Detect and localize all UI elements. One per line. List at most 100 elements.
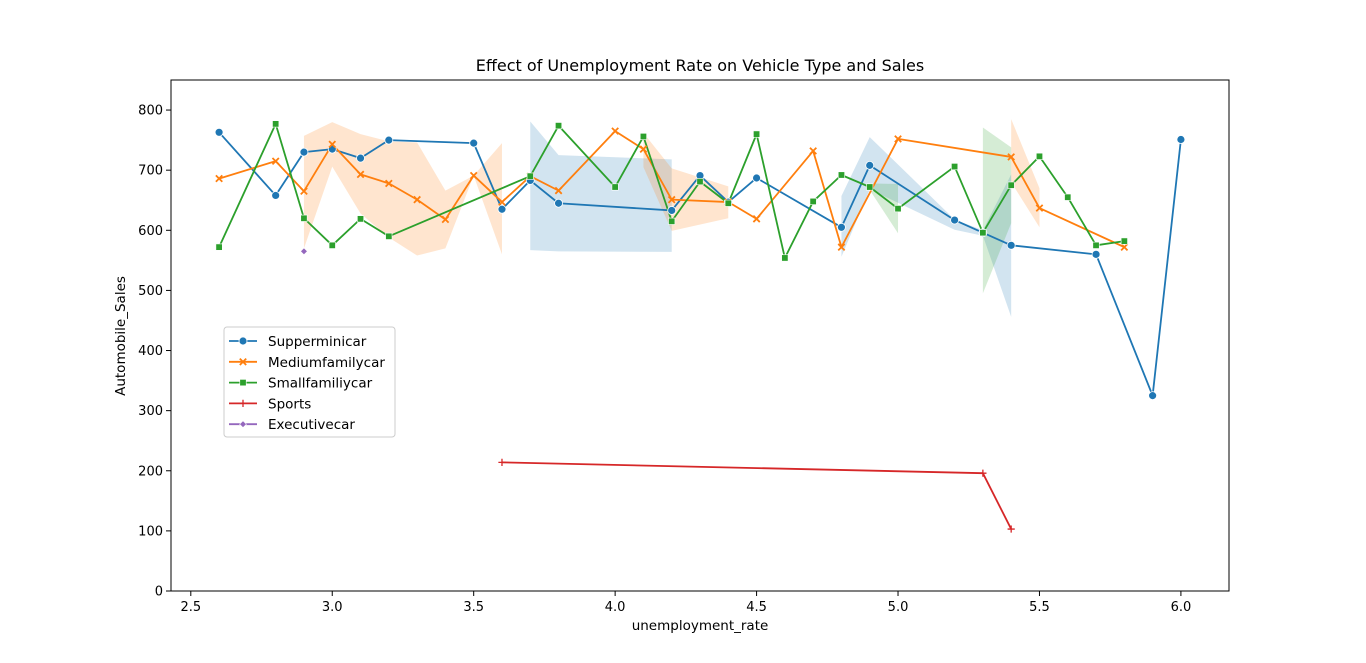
mediumfamilycar-point <box>413 195 421 204</box>
smallfamiliycar-point <box>357 215 365 223</box>
mediumfamilycar-point <box>809 147 817 155</box>
x-tick-label: 6.0 <box>1171 600 1192 615</box>
chart-title: Effect of Unemployment Rate on Vehicle T… <box>476 56 924 75</box>
x-axis-ticks: 2.5 3.0 3.5 4.0 4.5 5.0 5.5 6.0 <box>180 591 1191 615</box>
y-tick-label: 800 <box>138 104 163 119</box>
supperminicar-point <box>497 204 507 214</box>
mediumfamilycar-point <box>554 186 563 195</box>
smallfamiliycar-point <box>1064 193 1072 201</box>
smallfamiliycar-line <box>218 122 1125 259</box>
x-axis-label: unemployment_rate <box>632 618 769 634</box>
y-tick-label: 600 <box>138 224 163 239</box>
smallfamiliycar-point <box>300 214 308 222</box>
legend-label-executivecar: Executivecar <box>268 417 355 433</box>
supperminicar-point <box>1091 249 1101 259</box>
mediumfamilycar-point <box>356 170 365 179</box>
smallfamiliycar-ci-band <box>869 183 899 234</box>
y-axis-ticks: 0 100 200 300 400 500 600 700 800 <box>138 104 171 600</box>
mediumfamilycar-point <box>1120 243 1129 251</box>
smallfamiliycar-point <box>894 205 902 213</box>
sports-point <box>1007 525 1015 533</box>
smallfamiliycar-point <box>809 197 817 205</box>
supperminicar-point <box>1148 391 1158 401</box>
mediumfamilycar-point <box>1035 204 1044 212</box>
y-tick-label: 400 <box>138 344 163 359</box>
supperminicar-point <box>356 153 365 163</box>
y-tick-label: 100 <box>138 524 163 539</box>
supperminicar-point <box>667 206 677 215</box>
mediumfamilycar-point <box>441 215 450 224</box>
legend-marker-mediumfamilycar <box>239 357 247 366</box>
mediumfamilycar-point <box>611 127 619 135</box>
mediumfamilycar-point <box>271 157 280 165</box>
x-tick-label: 3.0 <box>322 600 343 615</box>
smallfamiliycar-point <box>724 199 732 207</box>
legend-label-smallfamiliycar: Smallfamiliycar <box>268 376 373 392</box>
legend-label-sports: Sports <box>268 396 311 412</box>
smallfamiliycar-point <box>979 229 987 237</box>
legend-box <box>223 326 396 438</box>
mediumfamilycar-ci-band <box>643 132 729 231</box>
x-tick-label: 5.0 <box>888 600 909 615</box>
mediumfamilycar-point <box>894 135 902 143</box>
smallfamiliycar-point <box>1120 237 1128 245</box>
supperminicar-point <box>1176 135 1186 144</box>
supperminicar-ci-band <box>841 137 1012 317</box>
smallfamiliycar-point <box>866 183 874 191</box>
smallfamiliycar-point <box>328 241 336 249</box>
supperminicar-point <box>214 127 224 137</box>
supperminicar-point <box>299 147 309 157</box>
smallfamiliycar-point <box>696 178 704 186</box>
smallfamiliycar-point <box>272 120 280 128</box>
plot-frame <box>170 79 1230 592</box>
mediumfamilycar-ci-band <box>1011 119 1040 228</box>
legend-marker-supperminicar <box>238 336 248 346</box>
smallfamiliycar-point <box>668 217 676 225</box>
legend-label-mediumfamilycar: Mediumfamilycar <box>268 355 385 371</box>
supperminicar-point <box>1006 240 1016 250</box>
supperminicar-point <box>950 215 959 225</box>
y-tick-label: 300 <box>138 404 163 419</box>
mediumfamilycar-point <box>752 215 761 223</box>
supperminicar-point <box>271 191 281 200</box>
supperminicar-point <box>837 222 846 232</box>
x-tick-label: 4.5 <box>746 600 767 615</box>
supperminicar-point <box>469 138 479 148</box>
mediumfamilycar-point <box>498 198 506 206</box>
y-tick-label: 200 <box>138 464 163 479</box>
smallfamiliycar-point <box>215 243 223 251</box>
mediumfamilycar-point <box>384 179 393 188</box>
executivecar-point <box>300 247 308 256</box>
y-tick-label: 0 <box>155 585 163 600</box>
y-axis-label: Automobile_Sales <box>113 276 129 396</box>
legend: Supperminicar Mediumfamilycar Smallfamiliy… <box>223 326 396 438</box>
legend-marker-executivecar <box>239 420 247 429</box>
sports-point <box>498 458 506 466</box>
supperminicar-point <box>554 198 563 208</box>
mediumfamilycar-point <box>667 195 676 204</box>
supperminicar-point <box>865 160 875 170</box>
x-tick-label: 2.5 <box>180 600 201 615</box>
mediumfamilycar-point <box>639 145 648 153</box>
mediumfamilycar-point <box>215 174 223 183</box>
smallfamiliycar-point <box>837 171 845 179</box>
mediumfamilycar-point <box>1007 153 1016 161</box>
smallfamiliycar-point <box>639 133 647 141</box>
legend-marker-sports <box>239 399 247 407</box>
smallfamiliycar-point <box>555 122 563 130</box>
y-tick-label: 500 <box>138 284 163 299</box>
x-tick-label: 3.5 <box>463 600 484 615</box>
x-tick-label: 4.0 <box>605 600 626 615</box>
mediumfamilycar-point <box>837 243 846 251</box>
smallfamiliycar-point <box>753 130 761 138</box>
smallfamiliycar-point <box>951 163 959 171</box>
supperminicar-line <box>218 131 1182 397</box>
smallfamiliycar-point <box>781 254 789 262</box>
sports-point <box>979 469 987 477</box>
smallfamiliycar-point <box>1035 152 1043 160</box>
x-tick-label: 5.5 <box>1029 600 1050 615</box>
supperminicar-point <box>752 173 761 183</box>
